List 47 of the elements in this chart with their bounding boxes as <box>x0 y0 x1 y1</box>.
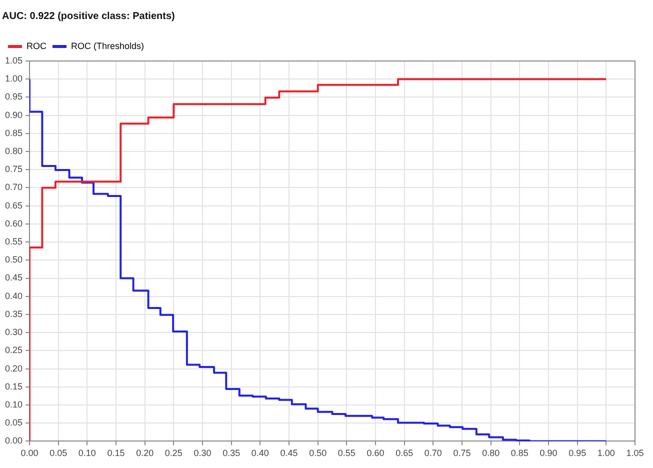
x-tick-label: 1.00 <box>597 448 615 458</box>
x-tick-label: 0.50 <box>309 448 327 458</box>
x-tick-label: 0.30 <box>194 448 212 458</box>
x-tick-label: 0.75 <box>453 448 471 458</box>
x-tick-label: 0.05 <box>50 448 68 458</box>
y-tick-label: 0.10 <box>4 399 23 410</box>
y-tick-label: 0.90 <box>4 110 23 120</box>
x-tick-label: 0.85 <box>510 448 528 458</box>
x-tick-label: 0.35 <box>222 448 240 458</box>
y-tick-label: 0.05 <box>4 418 23 428</box>
x-tick-label: 0.45 <box>280 448 298 458</box>
y-tick-label: 0.30 <box>4 327 23 338</box>
x-tick-label: 0.40 <box>251 448 269 458</box>
x-tick-label: 1.05 <box>626 448 644 458</box>
x-tick-label: 0.55 <box>338 448 356 458</box>
y-tick-label: 0.35 <box>4 308 23 319</box>
x-tick-label: 0.20 <box>136 448 154 458</box>
x-tick-label: 0.70 <box>424 448 442 458</box>
y-tick-label: 0.55 <box>4 236 23 247</box>
x-tick-label: 0.80 <box>482 448 500 458</box>
y-tick-label: 0.60 <box>4 218 23 228</box>
x-tick-label: 0.60 <box>366 448 384 458</box>
chart-title: AUC: 0.922 (positive class: Patients) <box>2 10 175 22</box>
x-tick-label: 0.00 <box>20 448 38 458</box>
y-tick-label: 1.00 <box>4 74 23 84</box>
y-tick-label: 1.05 <box>4 55 23 66</box>
y-tick-label: 0.00 <box>4 436 23 446</box>
y-tick-label: 0.40 <box>4 290 23 301</box>
x-tick-label: 0.90 <box>540 448 558 458</box>
y-tick-label: 0.45 <box>4 272 23 283</box>
y-tick-label: 0.65 <box>4 200 23 210</box>
x-tick-label: 0.95 <box>568 448 586 458</box>
y-tick-label: 0.85 <box>4 128 23 138</box>
legend-label: ROC (Thresholds) <box>71 40 144 51</box>
x-tick-label: 0.25 <box>164 448 182 458</box>
y-tick-label: 0.75 <box>4 164 23 174</box>
x-tick-label: 0.65 <box>396 448 414 458</box>
legend-label: ROC <box>26 40 47 51</box>
y-tick-label: 0.50 <box>4 254 23 265</box>
x-tick-label: 0.10 <box>78 448 96 458</box>
y-tick-label: 0.20 <box>4 363 23 374</box>
y-tick-label: 0.80 <box>4 146 23 156</box>
y-tick-label: 0.25 <box>4 345 23 356</box>
y-tick-label: 0.15 <box>4 381 23 392</box>
x-tick-label: 0.15 <box>107 448 125 458</box>
y-tick-label: 0.95 <box>4 92 23 102</box>
y-tick-label: 0.70 <box>4 182 23 192</box>
